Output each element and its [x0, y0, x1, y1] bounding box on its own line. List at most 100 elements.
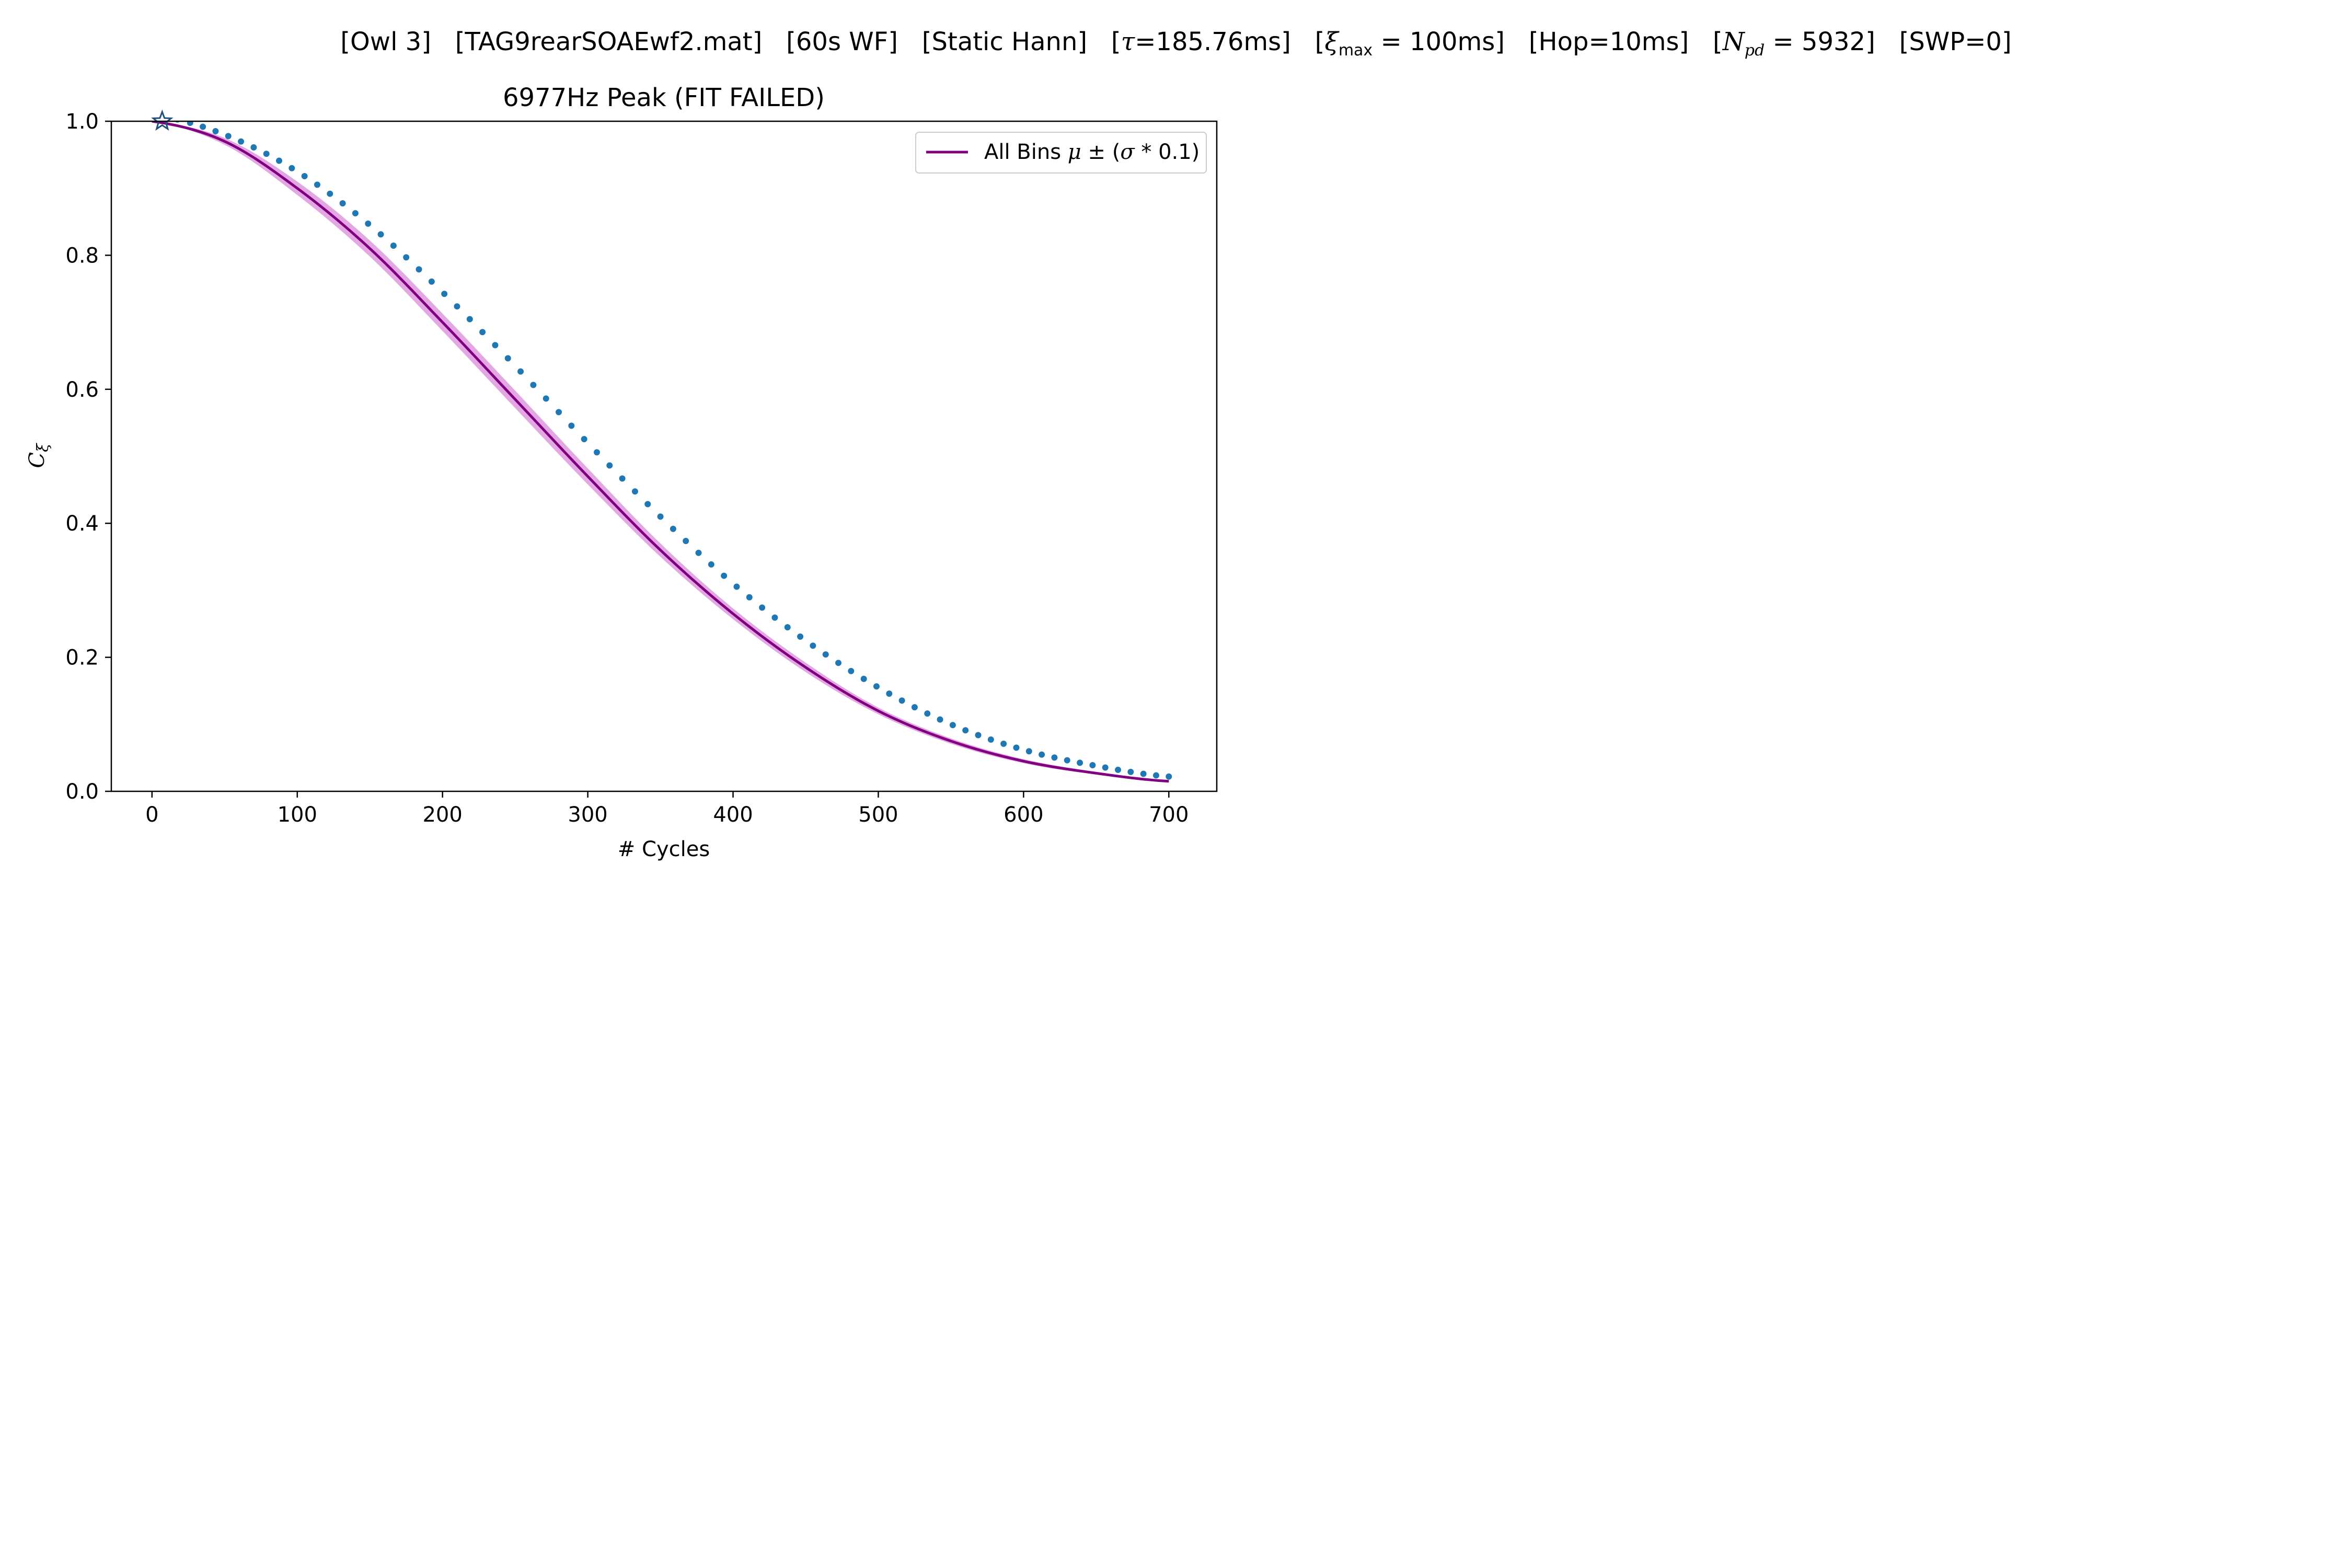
legend-label-suffix: * 0.1): [1135, 140, 1200, 164]
series-1-point: [1051, 754, 1058, 761]
x-tick-label: 600: [1004, 803, 1043, 827]
series-1-point: [975, 732, 982, 739]
series-group: [152, 121, 1172, 783]
series-1-point: [289, 165, 295, 171]
axes-title: 6977Hz Peak (FIT FAILED): [503, 83, 825, 112]
series-1-point: [543, 395, 549, 402]
suptitle-npd-symbol: N: [1722, 27, 1746, 56]
series-1-point: [1013, 744, 1020, 751]
series-1-point: [238, 138, 245, 145]
suptitle-tau-value: =185.76ms]: [1135, 27, 1291, 56]
y-axis-label: Cξ: [25, 443, 52, 468]
x-tick-label: 0: [145, 803, 158, 827]
series-1-point: [746, 594, 753, 601]
series-1-point: [873, 683, 880, 690]
series-1-point: [911, 704, 918, 711]
suptitle-tau-symbol: τ: [1121, 27, 1136, 56]
x-tick-label: 400: [713, 803, 753, 827]
y-tick-label: 1.0: [65, 110, 99, 134]
series-1-point: [949, 722, 956, 729]
series-1-point: [987, 736, 994, 743]
series-1-point: [556, 409, 562, 416]
y-axis-label-sub: ξ: [34, 443, 52, 452]
series-1-point: [1089, 762, 1096, 768]
axes-frame: [110, 120, 1218, 792]
legend-label-pm: ± (: [1081, 140, 1121, 164]
series-1-point: [416, 266, 422, 273]
legend-label: All Bins μ ± (σ * 0.1): [984, 140, 1200, 164]
series-1-point: [810, 642, 816, 649]
series-1-point: [1115, 766, 1122, 773]
legend-label-prefix: All Bins: [984, 140, 1068, 164]
series-1-point: [937, 716, 943, 723]
series-1-point: [441, 291, 448, 297]
series-1-point: [848, 667, 855, 674]
legend: All Bins μ ± (σ * 0.1): [915, 132, 1207, 174]
series-1-point: [1077, 759, 1083, 766]
axis-ticks: 0 100 200 300 400 500 600 700 0.0 0.2 0.4 0.6 0.8 1.0: [65, 110, 1189, 827]
series-1-point: [492, 342, 499, 349]
x-tick-label: 700: [1149, 803, 1189, 827]
series-1-point: [314, 181, 320, 188]
series-1-point: [1039, 751, 1045, 758]
series-1-point: [822, 651, 829, 658]
series-1-point: [797, 633, 804, 640]
y-tick-label: 0.0: [65, 780, 99, 804]
suptitle-npd-value: = 5932]: [1765, 27, 1875, 56]
star-marker: [151, 109, 174, 131]
series-1-point: [1000, 741, 1007, 747]
legend-label-sigma: σ: [1120, 140, 1135, 164]
series-1-point: [568, 422, 575, 429]
series-1-point: [962, 727, 969, 734]
series-1-point: [695, 549, 702, 556]
suptitle-tau-prefix: [: [1111, 27, 1121, 56]
series-1-point: [212, 128, 219, 135]
legend-box: [915, 132, 1207, 174]
series-1-point: [263, 151, 270, 157]
series-1-point: [784, 624, 791, 631]
series-1-point: [377, 231, 384, 238]
series-1-point: [200, 123, 206, 130]
x-tick-label: 100: [278, 803, 317, 827]
series-1-point: [606, 462, 613, 469]
series-1-point: [886, 690, 893, 697]
suptitle-swp: [SWP=0]: [1899, 27, 2012, 56]
series-1-point: [631, 488, 638, 495]
series-1-point: [759, 604, 766, 611]
series-1-point: [683, 537, 689, 544]
series-1-point: [670, 525, 676, 532]
series-1-point: [1025, 748, 1032, 755]
series-1-point: [1166, 773, 1172, 780]
series-1-point: [1152, 772, 1159, 779]
series-1-point: [619, 475, 626, 482]
series-1-point: [1064, 757, 1070, 764]
series-1-point: [898, 697, 905, 704]
y-tick-label: 0.4: [65, 512, 99, 536]
series-1-point: [504, 355, 511, 362]
series-1-point: [301, 172, 308, 179]
y-tick-label: 0.6: [65, 378, 99, 402]
suptitle-xi-symbol: ξ: [1324, 27, 1340, 56]
x-tick-label: 500: [858, 803, 898, 827]
series-1-point: [250, 144, 257, 151]
x-axis-label: # Cycles: [618, 837, 710, 861]
series-1-point: [1102, 764, 1109, 771]
series-1-point: [708, 561, 714, 568]
x-tick-label: 200: [422, 803, 462, 827]
x-tick-label: 300: [568, 803, 607, 827]
suptitle-hop: [Hop=10ms]: [1529, 27, 1689, 56]
suptitle-wf: [60s WF]: [786, 27, 898, 56]
suptitle-xi-sub: max: [1339, 41, 1373, 60]
suptitle-file: [TAG9rearSOAEwf2.mat]: [455, 27, 763, 56]
plot-area: [151, 109, 1172, 783]
series-1-point: [644, 501, 651, 508]
series-1-point: [466, 316, 473, 322]
series-1-point: [530, 382, 537, 388]
y-tick-label: 0.2: [65, 646, 99, 670]
series-1-point: [339, 200, 346, 206]
series-0-band: [152, 121, 1169, 782]
series-1-point: [1127, 768, 1134, 775]
series-1-point: [225, 133, 232, 140]
